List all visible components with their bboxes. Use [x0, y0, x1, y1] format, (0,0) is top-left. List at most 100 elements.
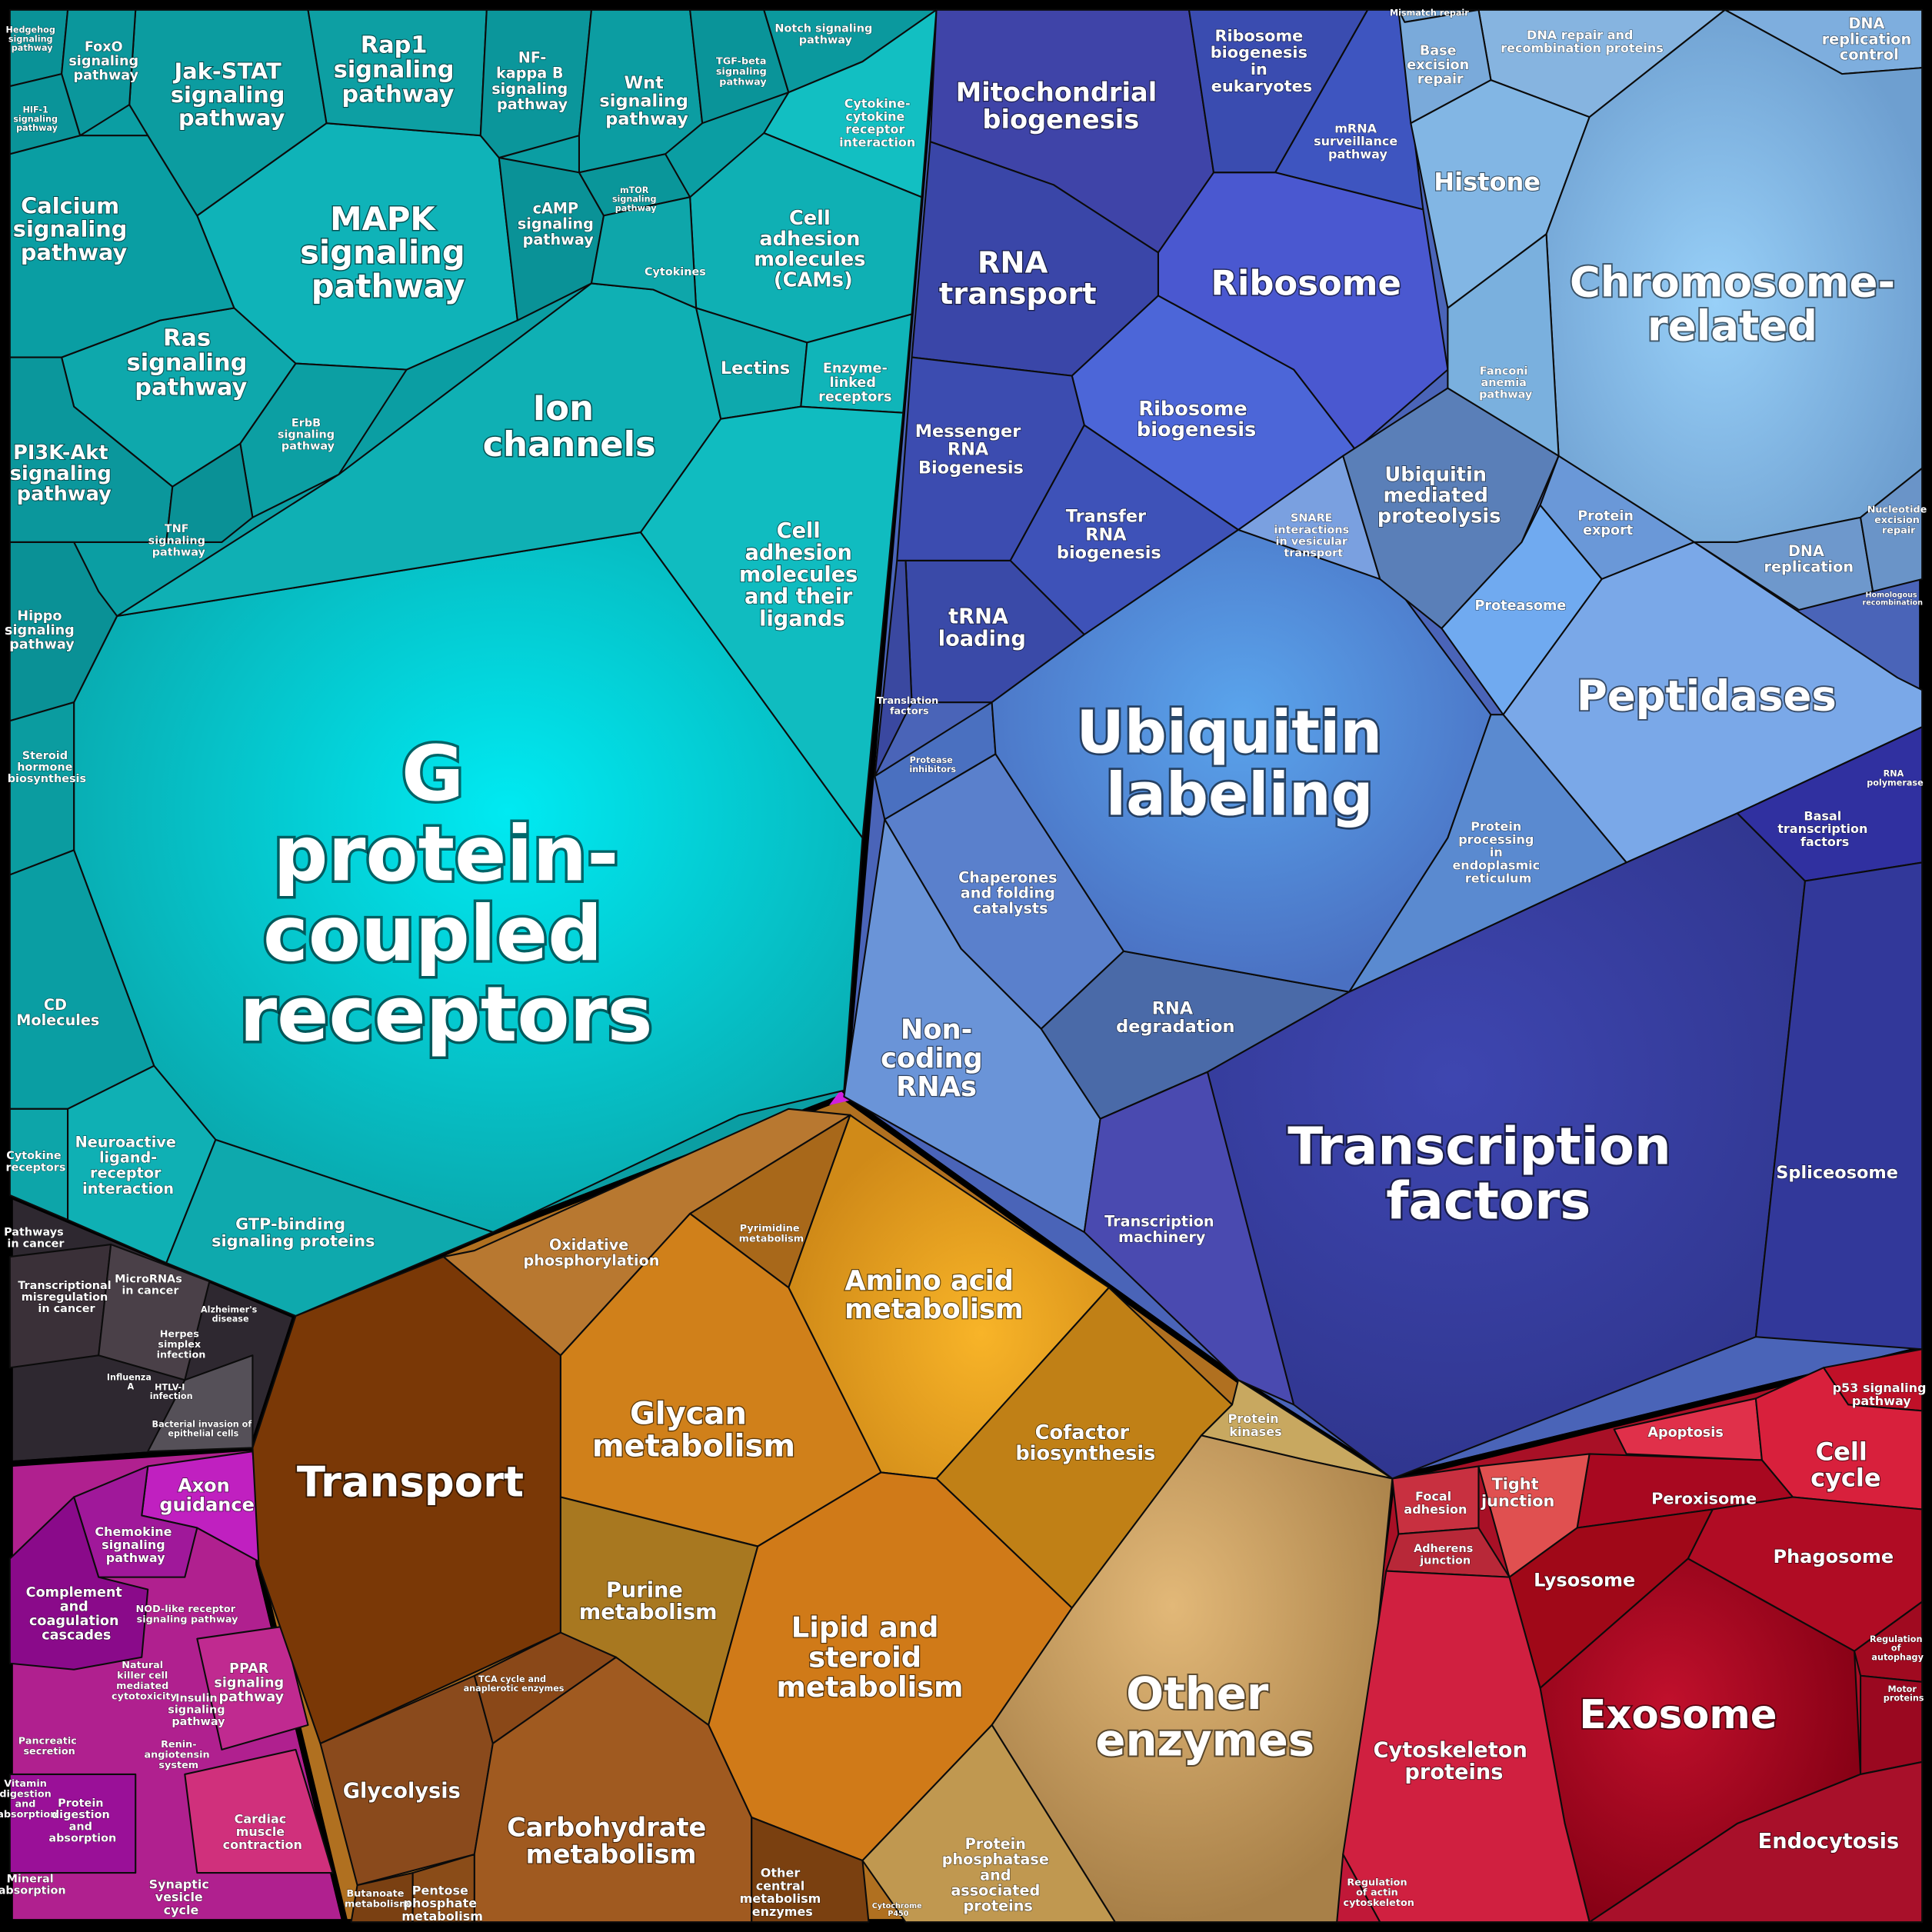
cell-label: Glycolysis: [343, 1779, 461, 1803]
cell-label: Purine metabolism: [579, 1578, 718, 1624]
cell-label: TCA cycle and anaplerotic enzymes: [464, 1674, 565, 1694]
cell-label: G protein-coupled receptors: [239, 730, 652, 1059]
cell-label: Vitamin digestion and absorption: [0, 1777, 57, 1820]
cell-label: Cytokine-cytokine receptor interaction: [839, 95, 915, 148]
cell-label: Notch signaling pathway: [774, 22, 876, 46]
cell-label: Jak-STAT signaling pathway: [171, 58, 293, 132]
cell-label: Histone: [1434, 168, 1541, 197]
cell-label: Transport: [297, 1457, 524, 1507]
cell-label: Lectins: [721, 358, 790, 378]
cell: [479, 8, 593, 159]
cell-label: Chromosome-related: [1570, 257, 1895, 350]
cell-label: Cytochrome P450: [872, 1902, 924, 1918]
cell-label: Chemokine signaling pathway: [95, 1524, 176, 1565]
cell-label: NF-kappa B signaling pathway: [491, 48, 573, 113]
cell: [8, 1496, 149, 1671]
cell-label: GTP-binding signaling proteins: [212, 1215, 375, 1251]
cell-label: Natural killer cell mediated cytotoxicit…: [112, 1659, 177, 1701]
cell: [239, 362, 408, 518]
cell-label: Insulin signaling pathway: [168, 1692, 228, 1727]
cell-label: Protease inhibitors: [909, 755, 956, 774]
cell-label: Hippo signaling pathway: [5, 609, 79, 653]
cell-label: Enzyme-linked receptors: [818, 361, 891, 405]
cell-label: Influenza A: [107, 1373, 155, 1392]
cell-label: Cytokines: [645, 266, 706, 278]
cell-label: Ribosome: [1211, 263, 1401, 304]
cell: [184, 1748, 334, 1874]
cell-label: Protein phosphatase and associated prote…: [942, 1834, 1054, 1914]
cell-label: Cofactor biosynthesis: [1015, 1421, 1155, 1465]
cell-label: Regulation of actin cytoskeleton: [1343, 1877, 1414, 1909]
cell-label: Non-coding RNAs: [881, 1014, 992, 1103]
cell: [751, 1816, 870, 1924]
cell-label: mRNA surveillance pathway: [1314, 121, 1402, 162]
cell-label: Butanoate metabolism: [345, 1888, 409, 1910]
cell-label: DNA repair and recombination proteins: [1501, 28, 1664, 55]
cell-label: cAMP signaling pathway: [518, 199, 599, 248]
cell: [165, 442, 254, 543]
cell-label: Protein kinases: [1228, 1411, 1284, 1439]
cell-label: Ubiquitin mediated proteolysis: [1377, 464, 1501, 528]
cell-label: Endocytosis: [1758, 1830, 1899, 1854]
cell-label: Spliceosome: [1776, 1163, 1898, 1183]
cell-label: Mismatch repair: [1390, 8, 1469, 18]
cell: [8, 701, 75, 876]
cell: [1336, 1854, 1381, 1924]
cell-label: Phagosome: [1773, 1546, 1894, 1567]
cell-label: p53 signaling pathway: [1833, 1381, 1930, 1408]
cell-label: Translation factors: [877, 695, 942, 717]
cell: [1441, 504, 1603, 716]
cell-label: Ras signaling pathway: [127, 325, 255, 401]
cell-label: MicroRNAs in cancer: [115, 1273, 186, 1297]
cell-label: Tight junction: [1481, 1475, 1554, 1511]
cell-label: Steroid hormone biosynthesis: [8, 750, 86, 785]
cell-label: Renin-angiotensin system: [145, 1738, 214, 1770]
cell-label: Mineral absorption: [0, 1874, 66, 1897]
cell-label: FoxO signaling pathway: [68, 40, 143, 84]
cell-label: Transfer RNA biogenesis: [1057, 506, 1161, 562]
cell-label: Bacterial invasion of epithelial cells: [152, 1419, 255, 1438]
cell-label: NOD-like receptor signaling pathway: [136, 1603, 239, 1624]
cell-label: Protein processing in endoplasmic reticu…: [1452, 818, 1544, 884]
cell-label: ErbB signaling pathway: [278, 417, 338, 452]
cell-label: Mitochondrial biogenesis: [956, 77, 1166, 134]
cell: [8, 73, 82, 155]
cell-label: RNA polymerase: [1867, 769, 1924, 788]
cell-label: Transcription machinery: [1104, 1212, 1219, 1245]
cell-label: Nucleotide excision repair: [1867, 504, 1930, 536]
cell-label: CD Molecules: [16, 995, 99, 1028]
cell-label: Hedgehog signaling pathway: [6, 25, 58, 53]
cell-label: Pyrimidine metabolism: [739, 1222, 804, 1244]
cell: [861, 1724, 1116, 1924]
cell: [411, 1854, 475, 1924]
cell-label: TNF signaling pathway: [148, 523, 209, 558]
cell: [1588, 1760, 1924, 1924]
cell-label: Peptidases: [1577, 671, 1837, 720]
cell: [829, 1090, 851, 1106]
cell-label: Herpes simplex infection: [157, 1328, 206, 1361]
cell-label: Calcium signaling pathway: [13, 192, 135, 265]
cell-label: Pentose phosphate metabolism: [401, 1883, 483, 1924]
cell-label: Pathways in cancer: [4, 1226, 68, 1250]
cell-label: Proteasome: [1475, 598, 1567, 614]
cell-label: Ion channels: [483, 388, 656, 465]
cell-label: PPAR signaling pathway: [214, 1661, 288, 1705]
cell-label: Chaperones and folding catalysts: [958, 868, 1062, 917]
cell-label: tRNA loading: [938, 605, 1026, 651]
cell-label: Homologous recombination: [1863, 591, 1924, 608]
cell-label: Synaptic vesicle cycle: [149, 1877, 214, 1917]
cell-label: Complement and coagulation cascades: [26, 1585, 127, 1644]
cell-label: Motor proteins: [1884, 1684, 1924, 1704]
cell-label: Other enzymes: [1095, 1667, 1314, 1767]
cell: [61, 8, 137, 137]
cell-label: HTLV-I infection: [150, 1382, 193, 1401]
cell-label: Cytoskeleton proteins: [1373, 1738, 1534, 1784]
cell-label: Messenger RNA Biogenesis: [915, 421, 1027, 478]
cell-label: Lysosome: [1534, 1569, 1635, 1591]
cell: [640, 405, 904, 839]
cell-label: mTOR signaling pathway: [612, 185, 660, 214]
cell-label: Cardiac muscle contraction: [223, 1811, 302, 1852]
cell-label: PI3K-Akt signaling pathway: [10, 441, 118, 506]
cell-label: Apoptosis: [1647, 1425, 1723, 1441]
cell-label: Other central metabolism enzymes: [740, 1865, 825, 1918]
